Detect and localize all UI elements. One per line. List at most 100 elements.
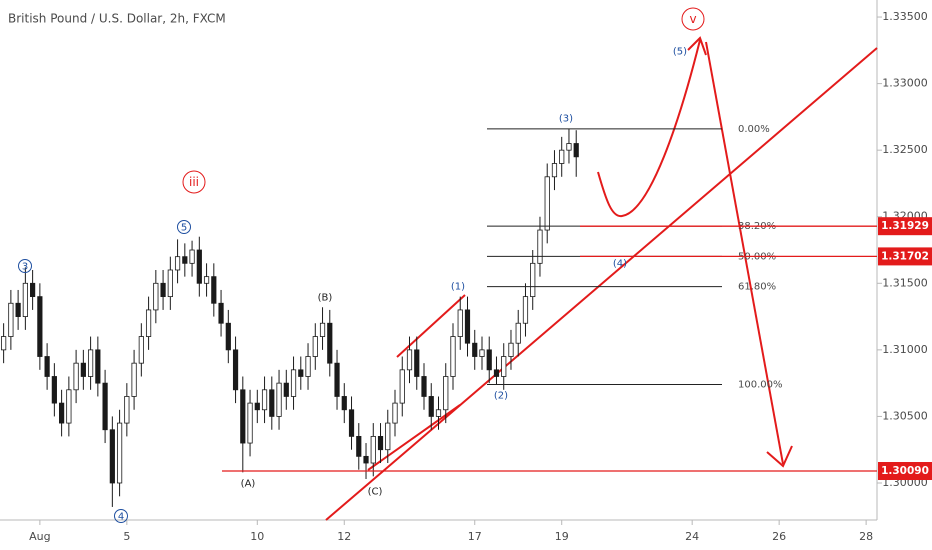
candle-body <box>247 402 253 444</box>
candle-body <box>59 402 65 424</box>
fib-label: 61.80% <box>738 282 776 293</box>
candle-body <box>22 282 28 317</box>
wave-label: 5 <box>181 223 187 234</box>
candle-body <box>559 149 565 164</box>
candle-body <box>464 309 471 344</box>
candle-body <box>290 369 297 397</box>
price-label-box <box>878 247 932 266</box>
wave-circle <box>114 509 128 523</box>
price-label-box <box>878 217 932 236</box>
candle-body <box>443 376 449 411</box>
candle-body <box>15 302 21 317</box>
candle-body <box>203 276 210 284</box>
candle-body <box>73 362 79 391</box>
projection-arrow <box>705 41 784 465</box>
candle-body <box>334 362 340 397</box>
x-tick-label: 17 <box>468 530 482 543</box>
chart-title: British Pound / U.S. Dollar, 2h, FXCM <box>8 12 226 26</box>
drawings <box>325 36 878 521</box>
channel-line <box>396 294 466 358</box>
wave-label: (B) <box>318 293 333 304</box>
trend-line <box>325 47 878 521</box>
price-label: 1.30090 <box>881 465 929 477</box>
channel-line <box>367 404 461 471</box>
arrow-head <box>687 36 707 56</box>
candle-body <box>116 422 123 484</box>
candle-body <box>348 409 355 437</box>
wave-label: (3) <box>559 114 573 125</box>
candle-body <box>240 389 246 444</box>
candle-body <box>573 143 579 158</box>
fib-label: 0.00% <box>738 124 770 135</box>
wave-label: v <box>689 12 696 26</box>
candle-body <box>319 322 326 337</box>
x-tick-label: 19 <box>555 530 569 543</box>
candle-body <box>479 349 485 357</box>
wave-circle <box>177 220 191 234</box>
candle-body <box>66 389 72 424</box>
price-label: 1.31702 <box>881 250 929 262</box>
candle-body <box>254 402 260 411</box>
x-tick-label: 24 <box>685 530 699 543</box>
candle-body <box>145 309 152 337</box>
candle-body <box>182 256 188 264</box>
candle-body <box>392 402 398 424</box>
candle-body <box>131 362 137 397</box>
wave-circle <box>18 259 32 273</box>
candle-body <box>1 336 7 351</box>
x-tick-label: 12 <box>337 530 351 543</box>
x-tick-label: 5 <box>123 530 130 543</box>
candle-body <box>269 389 275 417</box>
candle-body <box>95 349 101 384</box>
candle-body <box>501 356 507 377</box>
candle-body <box>399 369 405 404</box>
candle-body <box>530 262 536 298</box>
candle-body <box>44 356 50 377</box>
candle-body <box>298 369 304 377</box>
candle-body <box>30 282 36 298</box>
wave-label: (1) <box>451 282 465 293</box>
x-tick-label: 28 <box>859 530 873 543</box>
candle-body <box>356 435 362 457</box>
x-tick-label: Aug <box>29 530 50 543</box>
candle-body <box>363 455 369 464</box>
candle-body <box>37 296 43 357</box>
y-tick-label: 1.31500 <box>882 276 928 289</box>
candle-body <box>218 302 224 324</box>
candle-body <box>8 302 14 337</box>
candle-body <box>450 336 456 377</box>
candle-body <box>486 349 492 371</box>
candle-body <box>327 322 333 364</box>
arrow-head <box>766 445 793 468</box>
candle-body <box>522 296 529 324</box>
projection-arrow <box>597 39 701 218</box>
candle-body <box>406 349 413 371</box>
wave-label: (A) <box>241 479 256 490</box>
candle-body <box>472 342 478 357</box>
candle-body <box>377 435 384 451</box>
wave-circle <box>182 170 206 194</box>
candle-body <box>51 376 57 404</box>
candle-body <box>508 342 514 357</box>
candle-body <box>196 249 202 284</box>
candle-body <box>370 435 376 464</box>
wave-circle <box>681 7 705 31</box>
wave-label: 3 <box>22 262 28 273</box>
candle-body <box>261 389 268 411</box>
candle-body <box>102 382 108 431</box>
fib-label: 100.00% <box>738 379 783 390</box>
candle-body <box>428 396 434 417</box>
candle-body <box>211 276 217 304</box>
candle-body <box>276 382 282 417</box>
wave-label: iii <box>189 175 199 189</box>
candle-body <box>435 409 442 417</box>
candle-body <box>160 282 166 298</box>
wave-label: (5) <box>673 47 687 58</box>
candle-body <box>80 362 86 377</box>
wave-label: (C) <box>368 487 383 498</box>
candle-body <box>566 143 572 151</box>
candle-body <box>138 336 144 364</box>
candle-body <box>421 376 427 397</box>
